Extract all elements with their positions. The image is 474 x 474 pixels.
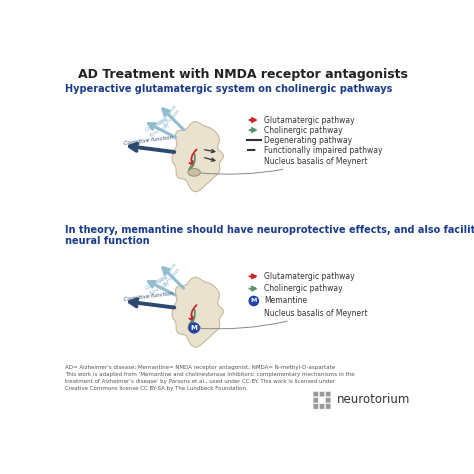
FancyBboxPatch shape [313, 404, 319, 409]
Ellipse shape [188, 169, 201, 176]
Text: Cognitive
function: Cognitive function [157, 262, 183, 288]
Text: neurotorium: neurotorium [337, 393, 410, 406]
Text: Degenerating pathway: Degenerating pathway [264, 136, 352, 145]
Text: Cognitive function: Cognitive function [123, 135, 173, 146]
Ellipse shape [188, 324, 201, 332]
Text: AD Treatment with NMDA receptor antagonists: AD Treatment with NMDA receptor antagoni… [78, 68, 408, 81]
FancyBboxPatch shape [319, 404, 325, 409]
FancyBboxPatch shape [313, 392, 319, 397]
FancyBboxPatch shape [319, 392, 325, 397]
Text: Cholinergic pathway: Cholinergic pathway [264, 126, 343, 135]
Text: Glutamatergic pathway: Glutamatergic pathway [264, 272, 355, 281]
Text: Cognitive
function: Cognitive function [157, 103, 183, 129]
Text: Cholinergic pathway: Cholinergic pathway [264, 284, 343, 293]
FancyBboxPatch shape [326, 404, 331, 409]
Text: Functionally impaired pathway: Functionally impaired pathway [264, 146, 383, 155]
Text: Memantine: Memantine [264, 296, 307, 305]
Text: AD= Alzheimer’s disease; Memantine= NMDA receptor antagonist; NMDA= N-methyl-D-a: AD= Alzheimer’s disease; Memantine= NMDA… [65, 365, 355, 391]
Text: Glutamatergic pathway: Glutamatergic pathway [264, 116, 355, 125]
Text: Cognitive
function: Cognitive function [145, 275, 173, 296]
Text: Nucleus basalis of Meynert: Nucleus basalis of Meynert [197, 157, 367, 174]
Circle shape [189, 323, 199, 333]
Circle shape [249, 296, 258, 306]
Text: Hyperactive glutamatergic system on cholinergic pathways: Hyperactive glutamatergic system on chol… [65, 84, 393, 94]
Text: M: M [191, 325, 198, 331]
Text: Cognitive function: Cognitive function [123, 291, 173, 302]
Text: In theory, memantine should have neuroprotective effects, and also facilitate
ne: In theory, memantine should have neuropr… [65, 225, 474, 246]
FancyBboxPatch shape [326, 398, 331, 403]
Text: M: M [251, 299, 257, 303]
Text: Nucleus basalis of Meynert: Nucleus basalis of Meynert [197, 309, 367, 329]
Polygon shape [172, 122, 223, 191]
FancyBboxPatch shape [326, 392, 331, 397]
Polygon shape [172, 277, 223, 347]
Text: Cognitive
function: Cognitive function [145, 117, 173, 138]
FancyBboxPatch shape [313, 398, 319, 403]
